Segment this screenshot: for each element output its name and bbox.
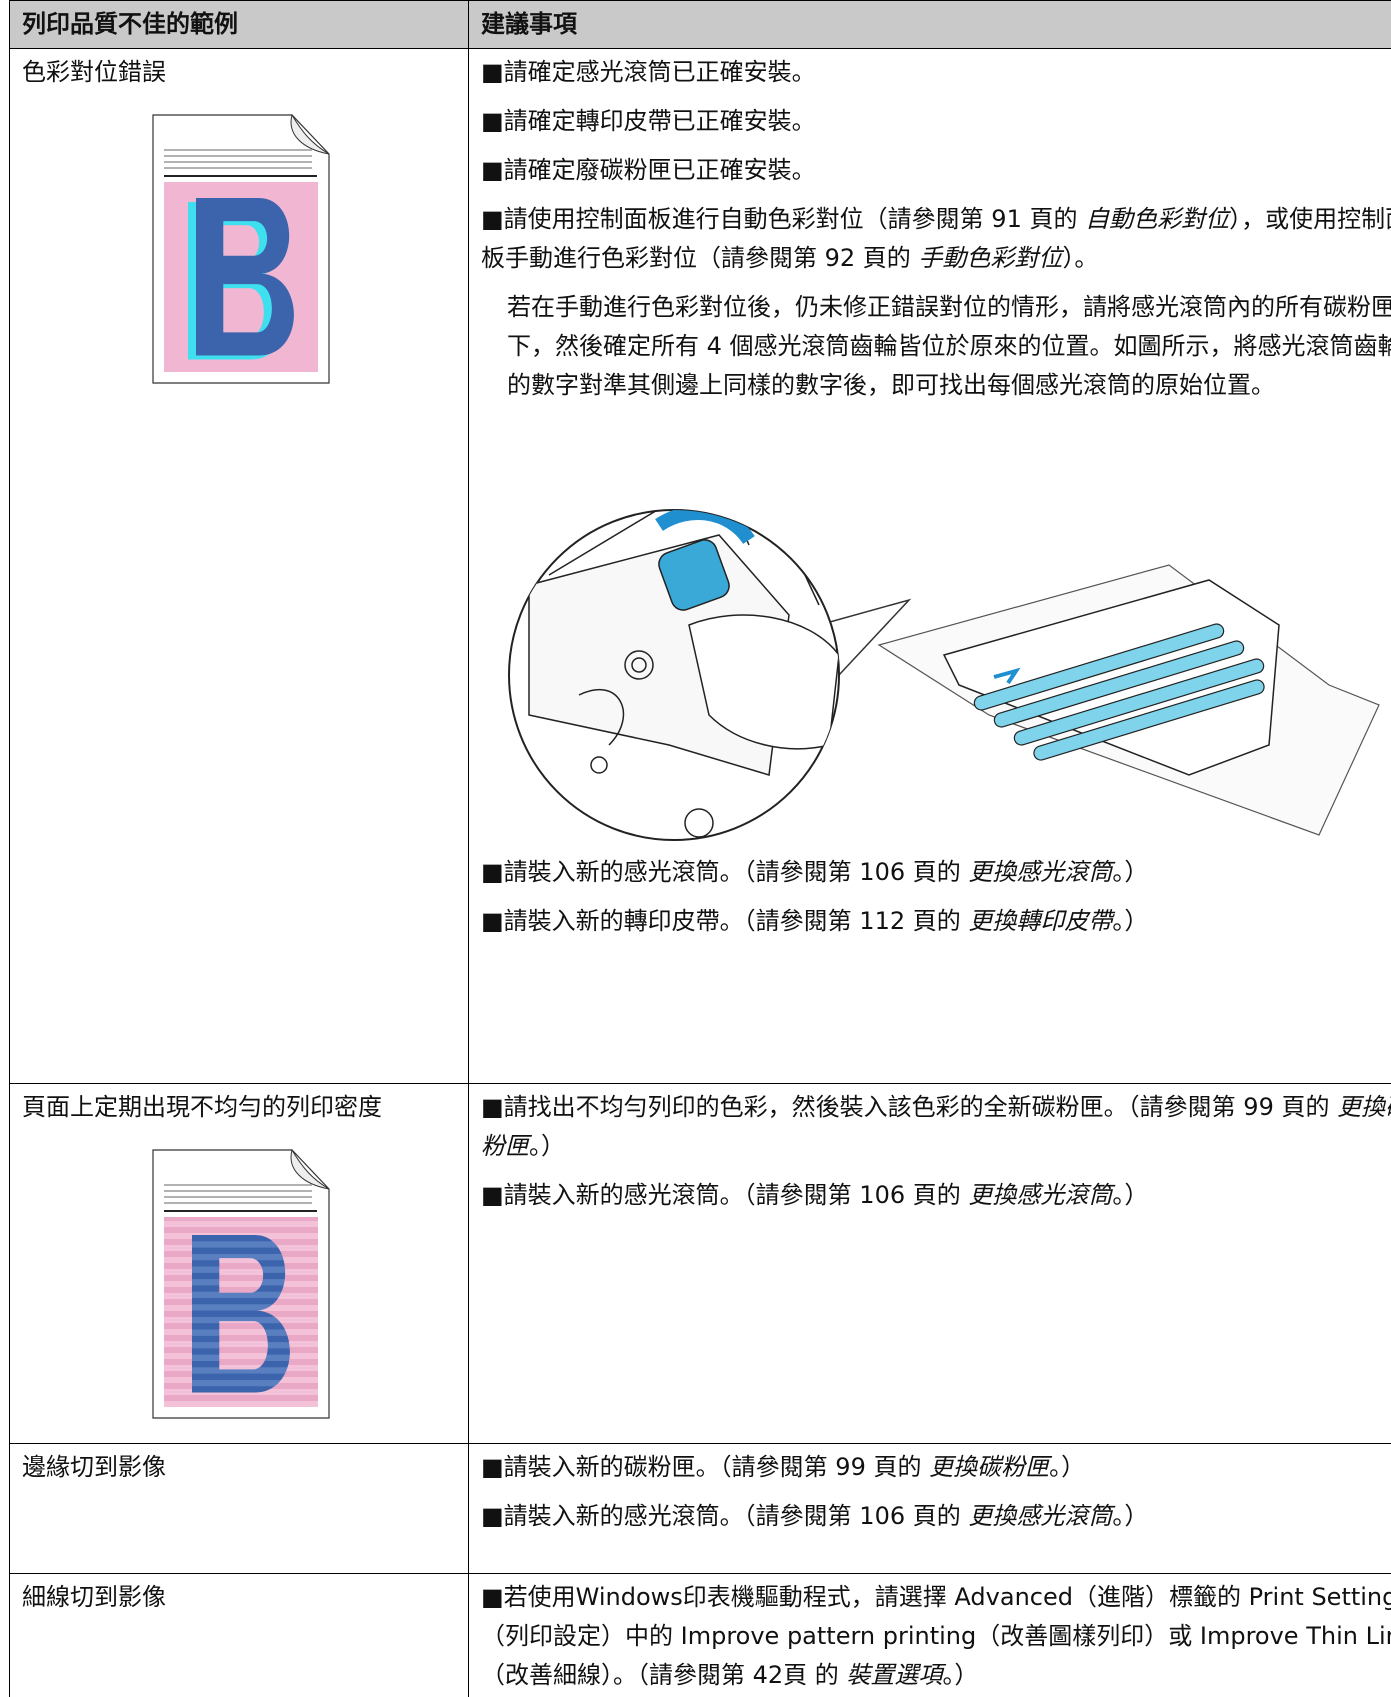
header-cell: 建議事項: [468, 0, 1391, 49]
advice-text: ■請確定廢碳粉匣已正確安裝。: [481, 156, 816, 184]
advice-paragraph: ■請裝入新的感光滾筒。（請參閱第 106 頁的 更換感光滾筒。）: [481, 1176, 1391, 1215]
advice-text: ■請找出不均勻列印的色彩，然後裝入該色彩的全新碳粉匣。（請參閱第 99 頁的: [481, 1093, 1338, 1121]
reference-title: 手動色彩對位: [918, 244, 1063, 272]
troubleshooting-table: 列印品質不佳的範例 建議事項 色彩對位錯誤 ■請確定感光滾筒已正確安裝。 ■請確定…: [9, 0, 1391, 1697]
advice-text: ■請確定感光滾筒已正確安裝。: [481, 58, 816, 86]
table-row: 色彩對位錯誤 ■請確定感光滾筒已正確安裝。 ■請確定轉印皮帶已正確安裝。 ■請確定廢…: [9, 48, 1391, 1084]
advice-paragraph: ■請裝入新的感光滾筒。（請參閱第 106 頁的 更換感光滾筒。）: [481, 1497, 1391, 1536]
problem-cell: 頁面上定期出現不均勻的列印密度: [9, 1083, 469, 1444]
advice-cell: ■請裝入新的碳粉匣。（請參閱第 99 頁的 更換碳粉匣。） ■請裝入新的感光滾筒。…: [468, 1443, 1391, 1574]
advice-text: ■請裝入新的感光滾筒。（請參閱第 106 頁的: [481, 858, 969, 886]
advice-text: 若在手動進行色彩對位後，仍未修正錯誤對位的情形，請將感光滾筒內的所有碳粉匣卸下，…: [507, 293, 1391, 399]
problem-text: 頁面上定期出現不均勻的列印密度: [22, 1093, 382, 1121]
advice-text: ■請使用控制面板進行自動色彩對位（請參閱第 91 頁的: [481, 205, 1086, 233]
advice-paragraph: ■請裝入新的碳粉匣。（請參閱第 99 頁的 更換碳粉匣。）: [481, 1448, 1391, 1487]
table-row: 細線切到影像 ■若使用Windows印表機驅動程式，請選擇 Advanced（進階…: [9, 1573, 1391, 1697]
problem-text: 細線切到影像: [22, 1583, 166, 1611]
reference-title: 裝置選項: [846, 1661, 943, 1689]
advice-text: ■請裝入新的轉印皮帶。（請參閱第 112 頁的: [481, 907, 969, 935]
advice-text: ）。: [1062, 244, 1099, 272]
reference-title: 更換轉印皮帶: [968, 907, 1113, 935]
advice-paragraph: ■請找出不均勻列印的色彩，然後裝入該色彩的全新碳粉匣。（請參閱第 99 頁的 更…: [481, 1088, 1391, 1166]
advice-paragraph: ■請裝入新的感光滾筒。（請參閱第 106 頁的 更換感光滾筒。）: [481, 853, 1391, 892]
advice-text: ■請裝入新的感光滾筒。（請參閱第 106 頁的: [481, 1502, 969, 1530]
drum-illustration: [508, 509, 1380, 841]
table-wrap: 列印品質不佳的範例 建議事項 色彩對位錯誤 ■請確定感光滾筒已正確安裝。 ■請確定…: [9, 0, 1391, 1697]
problem-cell: 細線切到影像: [9, 1573, 469, 1697]
advice-text: ■請裝入新的碳粉匣。（請參閱第 99 頁的: [481, 1453, 930, 1481]
advice-paragraph: ■請確定轉印皮帶已正確安裝。: [481, 102, 1391, 141]
advice-cell: ■若使用Windows印表機驅動程式，請選擇 Advanced（進階）標籤的 P…: [468, 1573, 1391, 1697]
advice-text: 。）: [1112, 1502, 1149, 1530]
header-row: 列印品質不佳的範例 建議事項: [9, 0, 1391, 49]
header-cell: 列印品質不佳的範例: [9, 0, 469, 49]
reference-title: 更換感光滾筒: [968, 1181, 1113, 1209]
advice-text: 。）: [942, 1661, 979, 1689]
advice-text: 。）: [1112, 907, 1149, 935]
table-row: 頁面上定期出現不均勻的列印密度 ■請找出不均勻列印的色彩，然後裝入該色彩的全新碳…: [9, 1083, 1391, 1444]
advice-paragraph: ■若使用Windows印表機驅動程式，請選擇 Advanced（進階）標籤的 P…: [481, 1578, 1391, 1695]
advice-paragraph: ■請確定感光滾筒已正確安裝。: [481, 53, 1391, 92]
problem-text: 邊緣切到影像: [22, 1453, 166, 1481]
problem-cell: 色彩對位錯誤: [9, 48, 469, 1084]
advice-cell: ■請找出不均勻列印的色彩，然後裝入該色彩的全新碳粉匣。（請參閱第 99 頁的 更…: [468, 1083, 1391, 1444]
problem-text: 色彩對位錯誤: [22, 58, 166, 86]
table-row: 邊緣切到影像 ■請裝入新的碳粉匣。（請參閱第 99 頁的 更換碳粉匣。） ■請裝入新…: [9, 1443, 1391, 1574]
sample-page: [152, 114, 330, 384]
sample-page: [152, 1149, 330, 1419]
advice-cell: ■請確定感光滾筒已正確安裝。 ■請確定轉印皮帶已正確安裝。 ■請確定廢碳粉匣已正確安…: [468, 48, 1391, 1084]
advice-text: 。）: [1049, 1453, 1086, 1481]
advice-paragraph: ■請使用控制面板進行自動色彩對位（請參閱第 91 頁的 自動色彩對位），或使用控…: [481, 200, 1391, 278]
advice-text: 。）: [1112, 858, 1149, 886]
advice-text: ■請確定轉印皮帶已正確安裝。: [481, 107, 816, 135]
advice-text: 。）: [1112, 1181, 1149, 1209]
reference-title: 自動色彩對位: [1085, 205, 1230, 233]
reference-title: 更換感光滾筒: [968, 858, 1113, 886]
advice-text: ），或使用控制面板手動進行色彩對位（請參閱第 92 頁的: [481, 205, 1391, 272]
advice-text: 。）: [529, 1132, 565, 1160]
reference-title: 更換碳粉匣: [929, 1453, 1050, 1481]
problem-cell: 邊緣切到影像: [9, 1443, 469, 1574]
reference-title: 更換感光滾筒: [968, 1502, 1113, 1530]
advice-text: ■若使用Windows印表機驅動程式，請選擇 Advanced（進階）標籤的 P…: [481, 1583, 1391, 1689]
advice-paragraph: ■請裝入新的轉印皮帶。（請參閱第 112 頁的 更換轉印皮帶。）: [481, 902, 1391, 941]
advice-text: ■請裝入新的感光滾筒。（請參閱第 106 頁的: [481, 1181, 969, 1209]
advice-paragraph: 若在手動進行色彩對位後，仍未修正錯誤對位的情形，請將感光滾筒內的所有碳粉匣卸下，…: [481, 288, 1391, 405]
advice-paragraph: ■請確定廢碳粉匣已正確安裝。: [481, 151, 1391, 190]
reference-title: 更換碳粉匣: [481, 1093, 1391, 1160]
